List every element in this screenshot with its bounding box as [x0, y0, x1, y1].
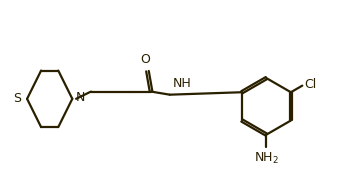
Text: O: O: [141, 53, 150, 66]
Text: N: N: [76, 91, 85, 104]
Text: Cl: Cl: [304, 78, 316, 91]
Text: NH: NH: [173, 77, 191, 90]
Text: S: S: [13, 92, 21, 105]
Text: NH$_2$: NH$_2$: [254, 151, 279, 166]
